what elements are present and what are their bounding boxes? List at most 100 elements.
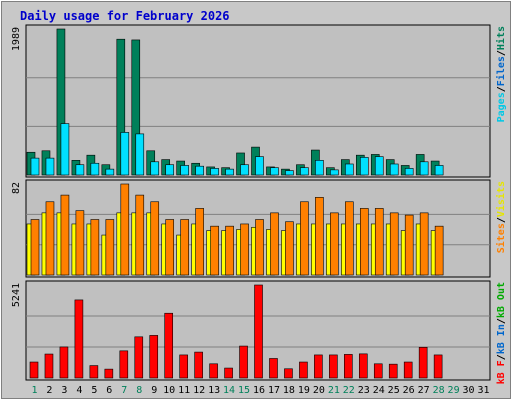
bar-sites	[135, 194, 145, 276]
bar-kb_f	[314, 354, 323, 379]
bar-sites	[60, 194, 70, 276]
legend: Pages/Files/Hits	[495, 26, 507, 122]
x-tick-label: 28	[433, 385, 445, 396]
x-tick-label: 5	[91, 385, 97, 396]
bar-kb_f	[149, 335, 159, 379]
legend-entry: kB F	[496, 360, 507, 384]
bar-kb_f	[254, 284, 263, 379]
bar-files	[45, 157, 55, 176]
bar-sites	[255, 219, 264, 276]
x-tick-label: 25	[388, 385, 400, 396]
bar-kb_f	[74, 299, 84, 379]
x-tick-label: 7	[121, 385, 127, 396]
legend-entry: Hits	[495, 26, 507, 50]
x-tick-label: 8	[136, 385, 142, 396]
x-tick-label: 19	[298, 385, 310, 396]
x-tick-label: 13	[208, 385, 220, 396]
bar-kb_f	[418, 347, 428, 379]
bar-sites	[359, 208, 369, 276]
y-max-label: 82	[11, 182, 22, 194]
bar-kb_f	[209, 363, 218, 379]
bar-sites	[389, 212, 399, 276]
x-tick-label: 31	[477, 385, 489, 396]
legend-entry: Files	[495, 56, 507, 86]
bar-kb_f	[433, 354, 443, 379]
x-tick-label: 12	[193, 385, 205, 396]
legend-entry: Sites	[495, 223, 507, 253]
bar-files	[225, 168, 234, 176]
legend-entry: /	[496, 86, 507, 92]
bar-sites	[75, 210, 85, 276]
bar-files	[315, 160, 324, 176]
x-tick-label: 16	[253, 385, 265, 396]
x-tick-label: 29	[448, 385, 460, 396]
panel-visits-sites: 82 Sites/Visits	[11, 179, 507, 278]
bar-kb_f	[239, 345, 248, 379]
bar-sites	[195, 208, 204, 276]
y-max-label: 1989	[11, 27, 22, 51]
bar-files	[180, 165, 189, 176]
x-tick-label: 22	[343, 385, 355, 396]
x-tick-label: 30	[463, 385, 475, 396]
bar-files	[75, 164, 85, 176]
x-tick-label: 24	[373, 385, 385, 396]
chart-panels: 1989Pages/Files/Hits82Sites/Visits5241kB…	[11, 24, 507, 384]
bar-files	[135, 133, 145, 176]
bar-files	[165, 164, 175, 176]
bar-kb_f	[59, 346, 69, 379]
bar-files	[330, 169, 339, 176]
legend-entry: /	[496, 50, 507, 56]
x-tick-label: 18	[283, 385, 295, 396]
bar-sites	[180, 219, 189, 276]
bar-sites	[374, 208, 384, 276]
bar-files	[210, 168, 219, 176]
bar-files	[255, 156, 264, 176]
bar-kb_f	[179, 354, 188, 379]
legend-entry: Visits	[495, 181, 507, 217]
x-tick-label: 21	[328, 385, 340, 396]
bar-kb_f	[44, 353, 54, 379]
bar-sites	[150, 201, 160, 276]
legend-entry: /	[496, 217, 507, 223]
x-axis-labels: 1 2 3 4 5 6 7 8 9 10 11 12 13 14 15 16 17 18 19 20 21 22 23 24 2…	[31, 385, 489, 396]
x-tick-label: 9	[151, 385, 157, 396]
legend-entry: /	[496, 354, 507, 360]
bar-kb_f	[269, 358, 278, 379]
x-tick-label: 6	[106, 385, 112, 396]
bar-sites	[330, 212, 339, 276]
bar-files	[389, 163, 399, 176]
bar-kb_f	[388, 363, 398, 379]
legend: Sites/Visits	[495, 181, 507, 253]
bar-sites	[270, 212, 279, 276]
legend-entry: /	[496, 318, 507, 324]
bar-sites	[105, 219, 115, 276]
x-tick-label: 2	[46, 385, 52, 396]
bar-files	[240, 164, 249, 176]
legend-entry: kB Out	[496, 282, 507, 318]
bar-sites	[404, 214, 414, 276]
x-tick-label: 3	[61, 385, 67, 396]
bar-sites	[315, 197, 324, 276]
bar-files	[150, 161, 160, 176]
x-tick-label: 17	[268, 385, 280, 396]
bar-kb_f	[344, 354, 353, 379]
bar-files	[30, 157, 40, 176]
bar-files	[195, 165, 204, 176]
x-tick-label: 1	[31, 385, 37, 396]
bar-files	[404, 168, 414, 176]
bar-kb_f	[194, 351, 203, 379]
bar-files	[90, 162, 100, 176]
bar-sites	[434, 225, 444, 276]
bar-sites	[45, 201, 55, 276]
bar-kb_f	[104, 368, 114, 379]
x-tick-label: 4	[76, 385, 82, 396]
bar-files	[374, 156, 384, 176]
bar-kb_f	[89, 365, 99, 379]
x-tick-label: 26	[403, 385, 415, 396]
y-max-label: 5241	[11, 283, 22, 307]
x-tick-label: 14	[223, 385, 235, 396]
x-tick-label: 15	[238, 385, 250, 396]
bar-kb_f	[224, 367, 233, 379]
